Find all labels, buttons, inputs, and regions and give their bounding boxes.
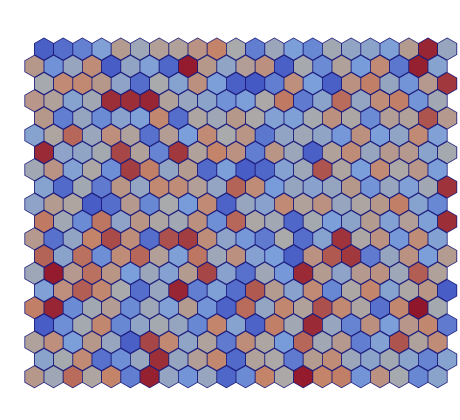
hex-cell: [437, 347, 458, 372]
hex-cell: [427, 89, 448, 113]
hex-cell: [437, 140, 458, 165]
hex-cell: [437, 175, 458, 199]
hex-cells: [24, 37, 458, 389]
hex-cell: [427, 365, 448, 389]
hex-cell: [427, 158, 448, 182]
hex-cell: [437, 244, 458, 268]
hex-cell: [437, 278, 458, 303]
hex-cell: [437, 106, 458, 130]
hex-cell: [437, 209, 458, 234]
hex-cell: [427, 54, 448, 78]
hex-cell: [427, 296, 448, 320]
hex-cell: [427, 123, 448, 147]
hex-cell: [427, 227, 448, 251]
hex-cell: [427, 330, 448, 354]
hex-cell: [437, 37, 458, 61]
hex-cell: [437, 71, 458, 96]
hex-cell: [437, 313, 458, 337]
hex-cell: [427, 261, 448, 285]
hex-cell: [427, 192, 448, 216]
